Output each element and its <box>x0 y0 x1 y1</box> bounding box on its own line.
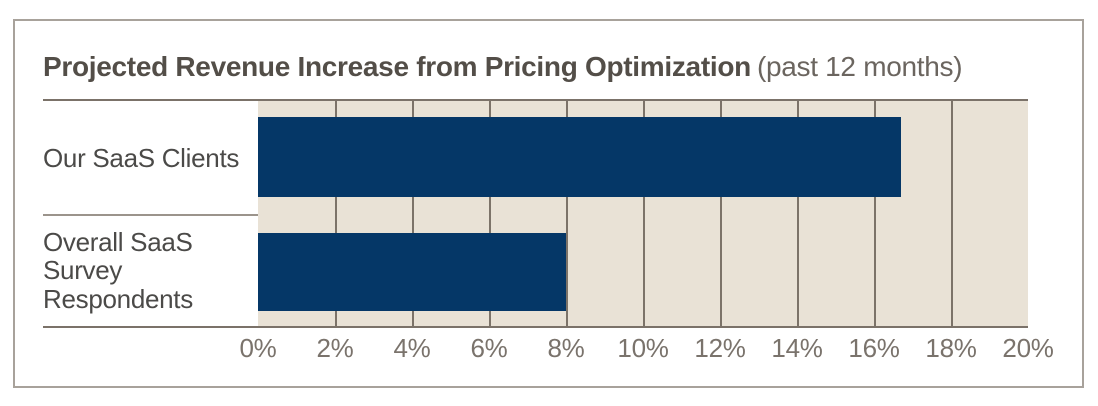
tick-label: 20% <box>1002 333 1054 363</box>
tick-label: 6% <box>470 333 508 363</box>
category-label: Our SaaS Clients <box>43 142 240 173</box>
chart-title: Projected Revenue Increase from Pricing … <box>43 51 751 82</box>
category-labels: Our SaaS Clients Overall SaaS Survey Res… <box>43 101 258 326</box>
chart-card: Projected Revenue Increase from Pricing … <box>13 19 1084 388</box>
category-label: Overall SaaS Survey Respondents <box>43 226 193 314</box>
tick-label: 4% <box>393 333 431 363</box>
chart-subtitle: (past 12 months) <box>756 51 963 82</box>
chart-header: Projected Revenue Increase from Pricing … <box>43 51 1043 83</box>
tick-label: 16% <box>848 333 900 363</box>
gridline-2pct <box>335 101 337 326</box>
bar-overall-saas-respondents <box>258 233 566 311</box>
tick-label: 18% <box>925 333 977 363</box>
tick-label: 0% <box>239 333 277 363</box>
x-axis-ticks: 0% 2% 4% 6% 8% 10% 12% 14% 16% 18% 20% <box>240 333 1054 367</box>
plot-area <box>258 101 1028 326</box>
gridline-4pct <box>412 101 414 326</box>
gridline-10pct <box>643 101 645 326</box>
gridline-14pct <box>797 101 799 326</box>
axis-line-bottom <box>43 326 1028 328</box>
row-separator <box>43 214 258 216</box>
axis-line-top <box>43 99 1028 101</box>
tick-label: 2% <box>316 333 354 363</box>
tick-label: 10% <box>617 333 669 363</box>
tick-label: 8% <box>547 333 585 363</box>
tick-label: 12% <box>694 333 746 363</box>
gridline-6pct <box>489 101 491 326</box>
bar-our-saas-clients <box>258 117 901 197</box>
gridline-12pct <box>720 101 722 326</box>
gridline-8pct <box>566 101 568 326</box>
gridline-16pct <box>874 101 876 326</box>
gridline-18pct <box>951 101 953 326</box>
tick-label: 14% <box>771 333 823 363</box>
